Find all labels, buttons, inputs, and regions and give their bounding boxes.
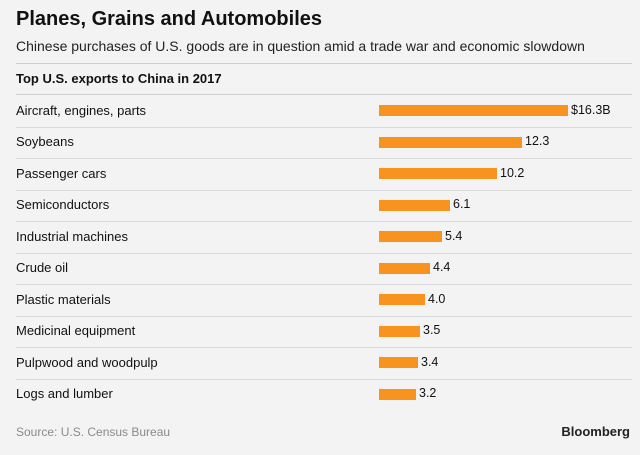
category-label: Medicinal equipment xyxy=(16,323,136,339)
category-label: Plastic materials xyxy=(16,291,111,307)
value-label: 10.2 xyxy=(500,165,525,180)
value-label: 4.0 xyxy=(428,291,446,306)
source-note: Source: U.S. Census Bureau xyxy=(16,425,171,439)
bar xyxy=(379,136,522,148)
value-label: 5.4 xyxy=(445,228,463,243)
value-label: 4.4 xyxy=(433,260,451,275)
page-subtitle: Chinese purchases of U.S. goods are in q… xyxy=(16,38,585,54)
category-label: Semiconductors xyxy=(16,197,110,213)
value-label: $16.3B xyxy=(571,102,611,117)
category-label: Pulpwood and woodpulp xyxy=(16,354,158,370)
bar xyxy=(379,294,425,306)
bar xyxy=(379,231,442,243)
chart-title: Top U.S. exports to China in 2017 xyxy=(16,71,222,86)
bar xyxy=(379,262,430,274)
bar xyxy=(379,388,416,400)
divider-chart-header xyxy=(16,94,632,95)
category-label: Crude oil xyxy=(16,260,69,276)
category-label: Industrial machines xyxy=(16,228,128,244)
category-label: Passenger cars xyxy=(16,165,107,181)
bar xyxy=(379,357,418,369)
value-label: 3.2 xyxy=(419,386,437,401)
row-separator xyxy=(16,253,632,254)
value-label: 12.3 xyxy=(525,134,550,149)
value-label: 3.5 xyxy=(423,323,441,338)
bar xyxy=(379,325,420,337)
row-separator xyxy=(16,221,632,222)
bar xyxy=(379,105,568,117)
row-separator xyxy=(16,379,632,380)
value-label: 3.4 xyxy=(421,354,439,369)
row-separator xyxy=(16,316,632,317)
row-separator xyxy=(16,158,632,159)
row-separator xyxy=(16,347,632,348)
brand-logo: Bloomberg xyxy=(561,424,630,439)
row-separator xyxy=(16,127,632,128)
row-separator xyxy=(16,284,632,285)
category-label: Soybeans xyxy=(16,134,74,150)
row-separator xyxy=(16,190,632,191)
bar xyxy=(379,199,450,211)
divider-top xyxy=(16,63,632,64)
bar xyxy=(379,168,497,180)
category-label: Aircraft, engines, parts xyxy=(16,102,147,118)
page-title: Planes, Grains and Automobiles xyxy=(16,8,322,30)
category-label: Logs and lumber xyxy=(16,386,113,402)
value-label: 6.1 xyxy=(453,197,471,212)
